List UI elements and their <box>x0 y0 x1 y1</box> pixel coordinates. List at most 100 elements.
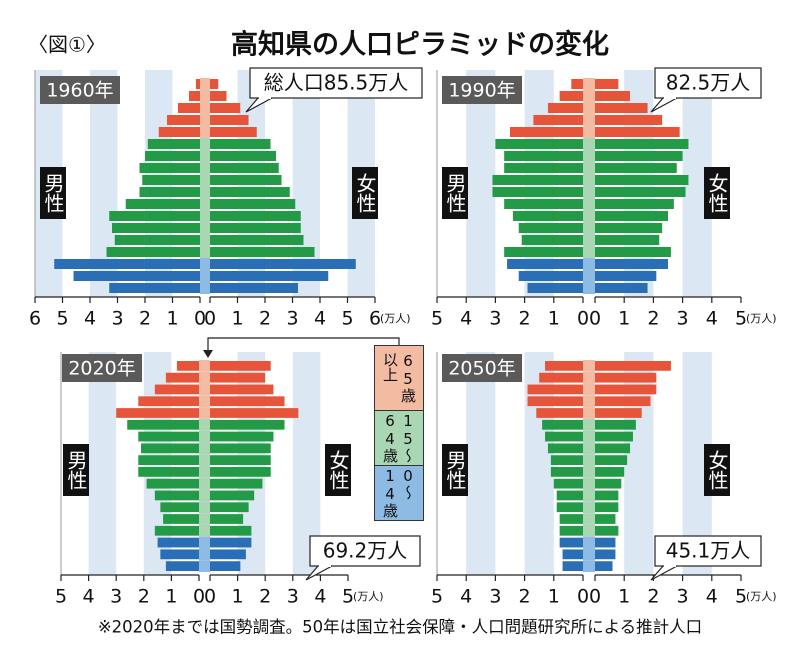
bar-male <box>139 187 200 197</box>
center-band <box>583 126 595 138</box>
bar-female <box>595 478 622 489</box>
gender-box <box>442 167 468 219</box>
center-band <box>583 430 595 443</box>
center-band <box>199 548 210 561</box>
bar-male <box>527 283 583 293</box>
chart-title: 高知県の人口ピラミッドの変化 <box>231 29 609 61</box>
x-tick-label: 4 <box>314 308 326 330</box>
x-tick-label: 1 <box>548 308 560 330</box>
center-band <box>583 222 595 234</box>
bar-female <box>210 455 271 465</box>
x-tick-label: 2 <box>647 308 659 330</box>
callout-box <box>654 535 762 567</box>
bar-male <box>165 561 199 571</box>
bar-female <box>210 175 282 185</box>
callout-box <box>309 535 421 567</box>
bar-male <box>559 514 583 524</box>
callout-pointer <box>305 565 333 581</box>
bar-male <box>178 103 200 113</box>
center-band <box>583 560 595 572</box>
center-band <box>583 383 595 396</box>
center-band <box>200 186 210 198</box>
center-band <box>583 548 595 561</box>
figure-label: 〈図①〉 <box>28 33 106 57</box>
center-band <box>200 258 210 270</box>
center-band <box>199 560 210 572</box>
center-band <box>199 407 210 419</box>
bar-female <box>595 372 657 383</box>
center-band <box>199 371 210 384</box>
bar-female <box>595 419 636 430</box>
year-label: 1960年 <box>46 80 113 102</box>
bar-male <box>125 199 200 209</box>
center-band <box>200 174 210 186</box>
bar-female <box>595 223 663 233</box>
center-band <box>583 114 595 126</box>
x-tick-label: 6 <box>29 308 41 330</box>
center-band <box>199 477 210 490</box>
center-band <box>199 466 210 478</box>
bar-male <box>547 443 583 454</box>
x-tick-label: 5 <box>56 308 68 330</box>
gender-label: 男性 <box>64 450 88 490</box>
bar-male <box>559 537 583 548</box>
center-band <box>583 246 595 258</box>
legend-item: 15〜64歳 <box>374 410 424 466</box>
center-band <box>583 536 595 549</box>
center-band <box>583 360 595 372</box>
x-tick-label: 2 <box>259 586 271 608</box>
bar-female <box>210 103 241 113</box>
x-tick-label: 3 <box>677 308 689 330</box>
total-label: 45.1万人 <box>666 539 751 563</box>
bar-female <box>210 396 285 407</box>
center-band <box>583 407 595 419</box>
x-tick-label: 1 <box>618 308 630 330</box>
bar-female <box>210 259 356 269</box>
bar-male <box>518 223 583 233</box>
bar-female <box>210 514 244 524</box>
callout-pointer <box>650 565 678 581</box>
bar-female <box>210 478 263 489</box>
center-band <box>199 501 210 514</box>
year-label: 2050年 <box>448 358 515 380</box>
x-tick-label: 1 <box>166 308 178 330</box>
bar-male <box>550 467 583 477</box>
x-tick-label: 1 <box>232 586 244 608</box>
center-band <box>583 78 595 90</box>
center-band <box>583 102 595 114</box>
bar-male <box>138 396 199 407</box>
x-tick-label: 4 <box>706 308 718 330</box>
bar-male <box>512 211 583 221</box>
gender-label: 男性 <box>443 450 467 490</box>
total-label: 69.2万人 <box>323 539 408 563</box>
bar-male <box>527 384 583 395</box>
bar-female <box>595 91 631 101</box>
legend-label: 15〜64歳 <box>381 412 417 463</box>
year-box <box>442 76 522 104</box>
arrow-head <box>203 350 213 358</box>
gender-box <box>325 444 351 496</box>
center-band <box>199 524 210 537</box>
gender-box <box>40 167 66 219</box>
center-band <box>199 442 210 455</box>
bar-female <box>210 271 329 281</box>
bar-female <box>210 525 252 536</box>
center-band <box>200 234 210 246</box>
legend-label: 0〜14歳 <box>381 467 417 518</box>
bar-female <box>210 247 315 257</box>
bar-male <box>154 384 199 395</box>
bar-male <box>504 199 583 209</box>
x-tick-label: 5 <box>55 586 67 608</box>
legend-item: 65歳以上 <box>374 345 424 411</box>
bar-male <box>507 259 583 269</box>
bar-female <box>210 163 279 173</box>
x-tick-label: 3 <box>489 308 501 330</box>
center-band <box>199 418 210 431</box>
x-tick-label: 0 <box>194 308 206 330</box>
x-tick-label: 4 <box>460 308 472 330</box>
bar-male <box>550 455 583 465</box>
x-tick-label: 2 <box>647 586 659 608</box>
bar-male <box>138 467 199 477</box>
bar-female <box>210 151 276 161</box>
bar-male <box>542 419 583 430</box>
